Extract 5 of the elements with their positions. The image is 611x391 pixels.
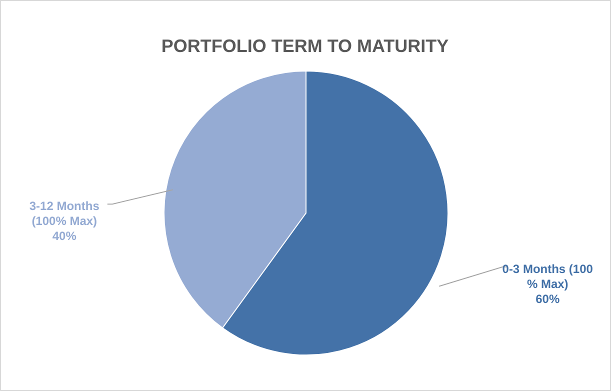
chart-title: PORTFOLIO TERM TO MATURITY (161, 36, 449, 56)
slice-label: 3-12 Months (100% Max) (29, 199, 100, 228)
data-label: 60% (536, 292, 560, 306)
data-label: 40% (52, 229, 77, 244)
slice-label: 0-3 Months (100 % Max) (502, 262, 594, 291)
